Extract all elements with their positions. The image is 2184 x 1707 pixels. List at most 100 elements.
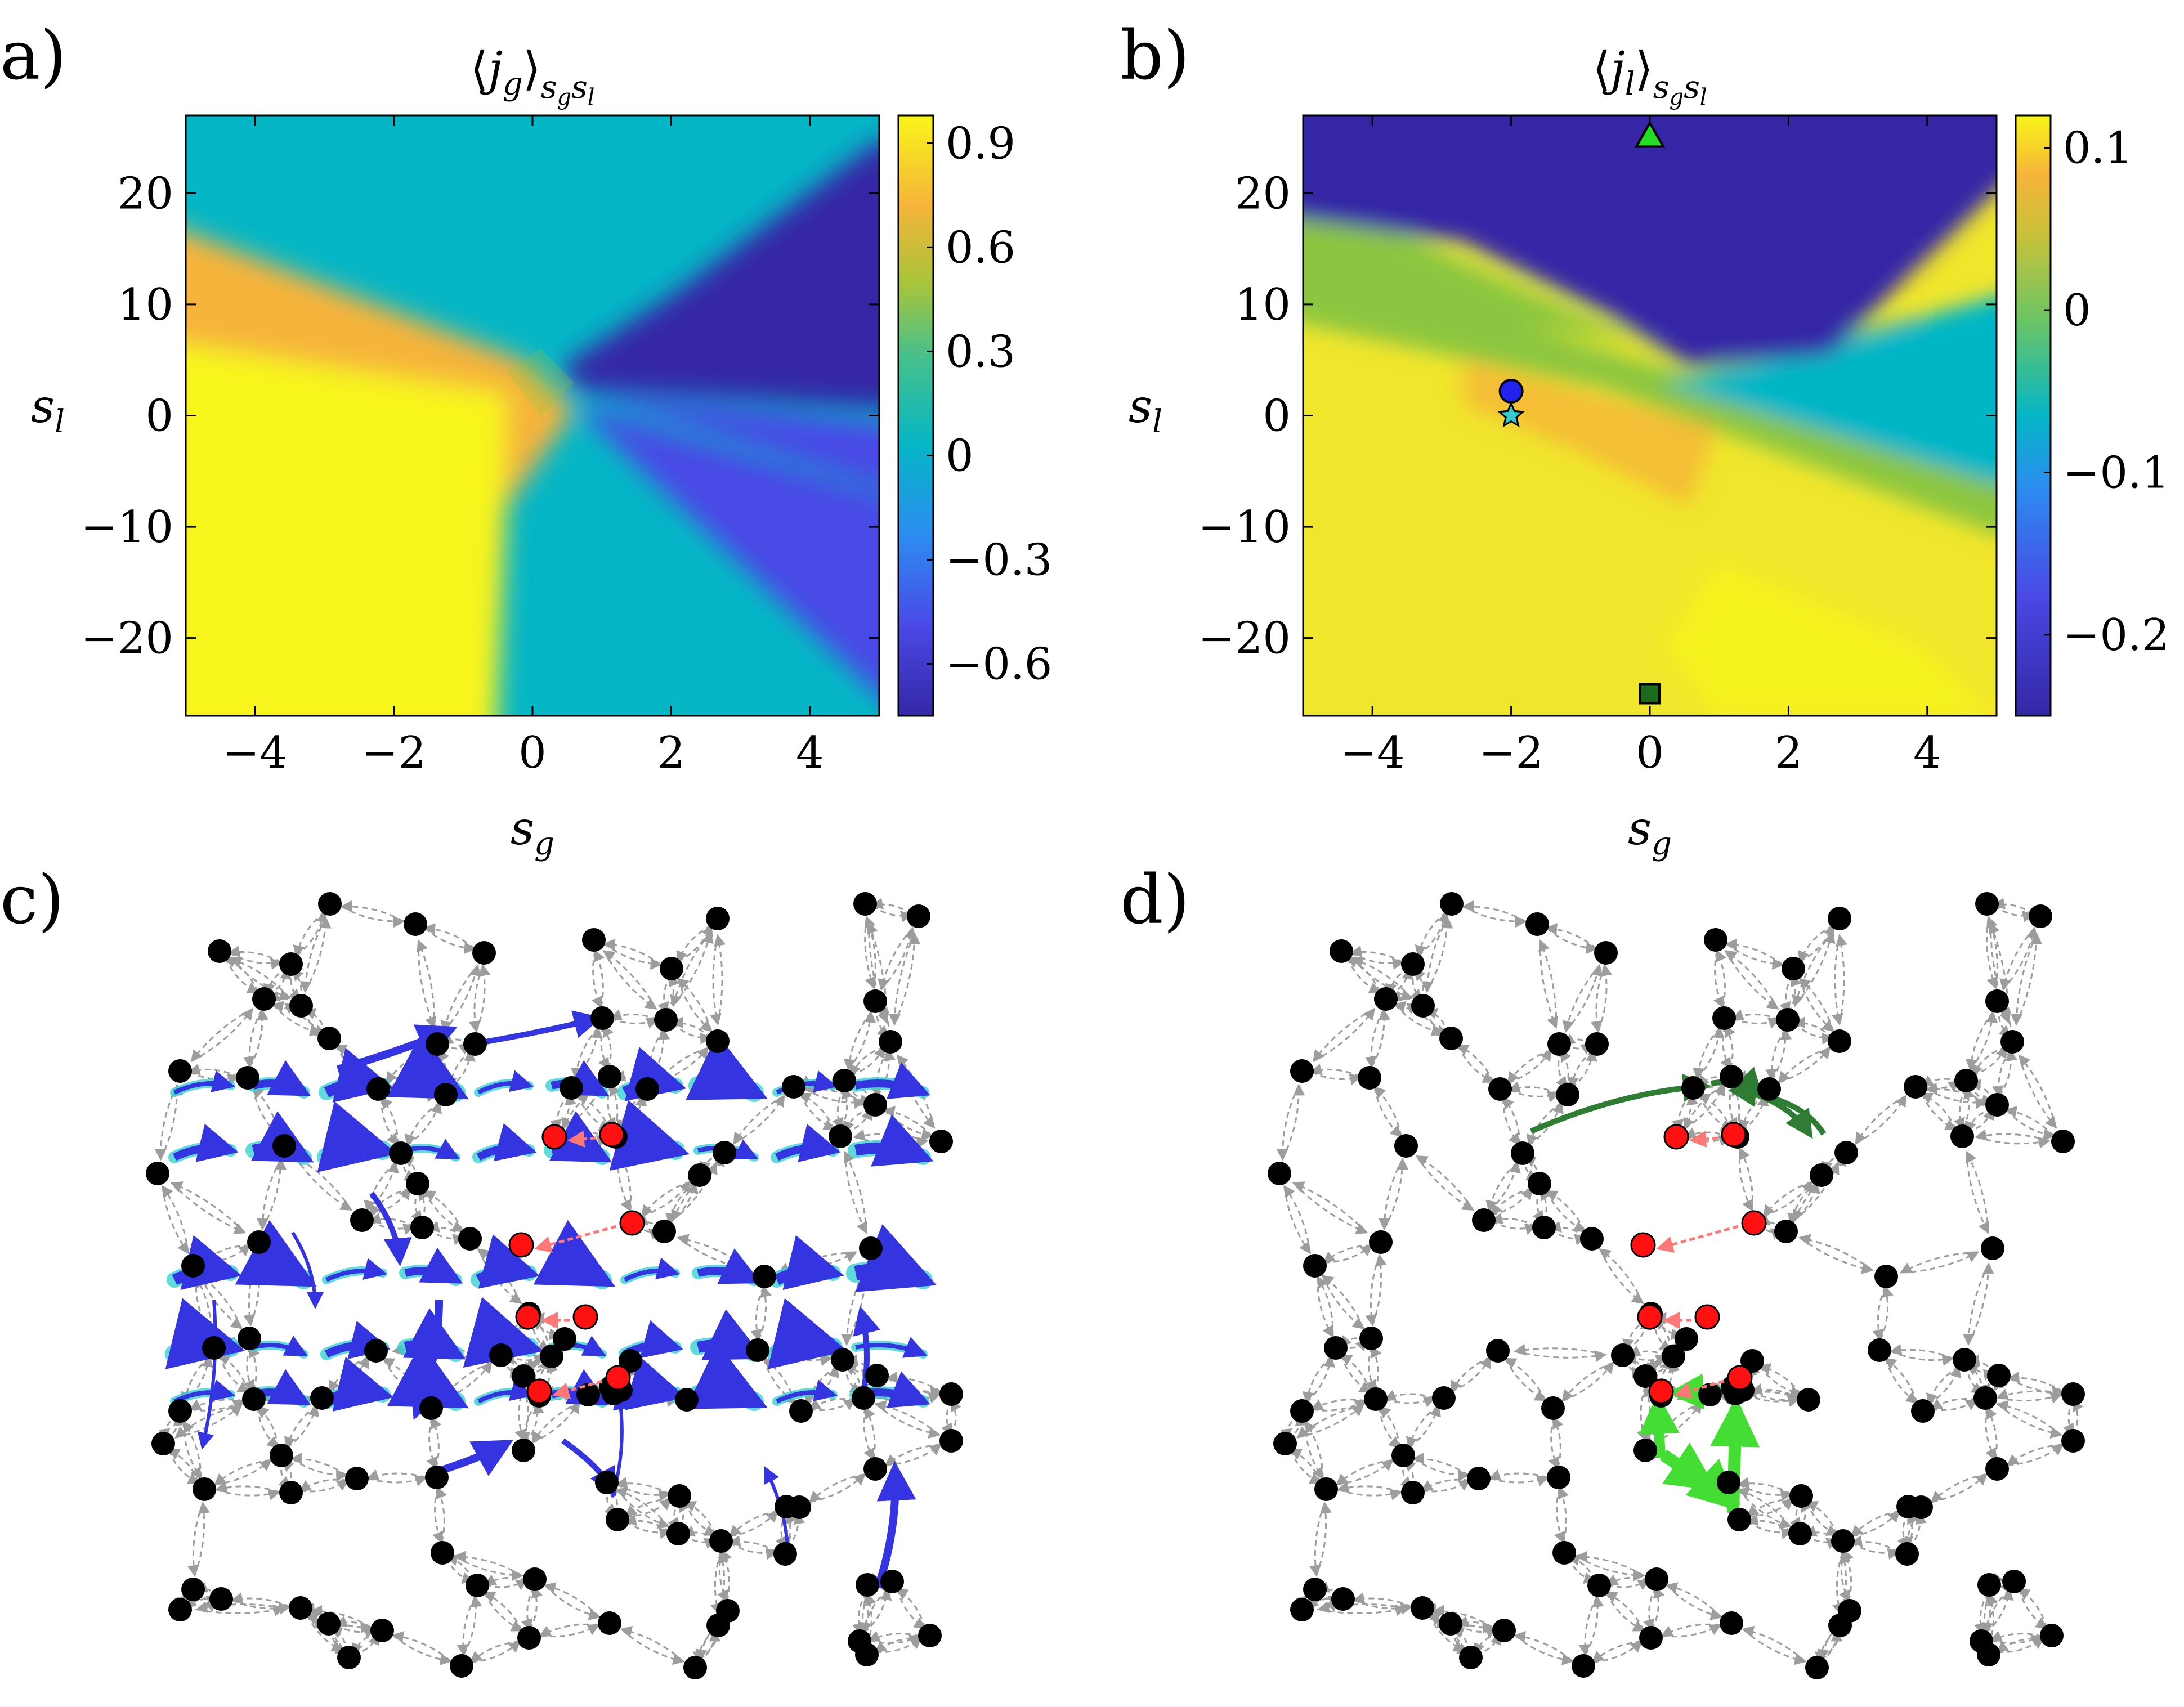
network-edge	[1562, 965, 1600, 1033]
network-node	[939, 1429, 963, 1453]
network-node	[1290, 1399, 1314, 1423]
network-edge	[872, 904, 913, 922]
current-arrow-blue	[173, 1379, 235, 1404]
network-edge	[1585, 1595, 1604, 1655]
network-edge	[457, 1596, 476, 1656]
network-edge	[1313, 1008, 1375, 1063]
network-edge	[1693, 1027, 1721, 1080]
x-tick-label: 0	[518, 728, 547, 778]
network-node	[1268, 1162, 1291, 1185]
network-node	[1828, 1029, 1851, 1053]
current-arrow-blue	[476, 1234, 540, 1289]
network-edge	[1545, 1190, 1586, 1231]
network-edge	[484, 1592, 523, 1632]
network-edge	[1575, 1551, 1644, 1576]
network-edge	[249, 1008, 269, 1068]
current-arrow-blue	[624, 1257, 680, 1282]
network-edge	[1561, 1361, 1614, 1403]
network-edge	[1683, 1084, 1725, 1130]
network-edge	[1365, 1346, 1376, 1392]
network-edge	[571, 1027, 599, 1080]
red-node	[508, 1232, 534, 1258]
network-edge	[1317, 1275, 1334, 1337]
colorbar-tick-label: 0.9	[946, 118, 1015, 169]
colorbar-tick-label: 0.6	[946, 222, 1015, 273]
network-edge	[896, 1588, 926, 1628]
network-edge	[1527, 1102, 1562, 1147]
network-edge	[471, 1641, 521, 1663]
network-edge	[154, 1085, 178, 1161]
network-edge	[884, 1444, 941, 1466]
network-edge	[1771, 1028, 1792, 1080]
current-overlay	[1529, 1067, 1827, 1513]
network-edge	[1351, 952, 1405, 970]
network-node	[272, 1134, 296, 1158]
network-node	[540, 1345, 563, 1368]
network-node	[595, 1471, 619, 1494]
network-edge	[1306, 1355, 1336, 1403]
colorbar-tick-label: −0.6	[946, 639, 1052, 689]
network-edge	[1488, 1469, 1548, 1481]
network-edge	[626, 1498, 672, 1517]
network-edge	[1799, 924, 1835, 962]
network-edge	[191, 1008, 253, 1063]
network-edge	[1899, 1251, 1978, 1274]
network-edge	[189, 1399, 244, 1410]
network-edge	[1747, 1498, 1793, 1518]
network-node	[181, 1254, 205, 1278]
network-edge	[227, 946, 281, 964]
network-edge	[1930, 1473, 1987, 1503]
square-marker	[1639, 683, 1661, 705]
red-node	[605, 1365, 631, 1391]
network-node	[1805, 1656, 1829, 1679]
network-edge	[844, 1150, 867, 1233]
network-node	[1556, 1083, 1579, 1106]
network-edge	[1925, 1082, 1986, 1103]
network-edge	[455, 1556, 524, 1581]
network-node	[675, 1388, 699, 1412]
network-node	[863, 1457, 887, 1481]
network-edge	[167, 1449, 200, 1484]
network-node	[1985, 1457, 2009, 1481]
network-node	[1740, 1349, 1764, 1373]
red-node	[599, 1122, 625, 1148]
network-edge	[1451, 1356, 1492, 1392]
network-edge	[453, 1551, 522, 1576]
network-node	[1977, 1573, 2001, 1597]
network-edge	[1879, 1285, 1894, 1341]
network-edge	[611, 1017, 659, 1029]
network-node	[512, 1439, 535, 1462]
network-edge	[310, 1605, 372, 1628]
network-node	[1411, 1596, 1434, 1620]
network-node	[939, 1382, 963, 1406]
network-node	[1580, 1227, 1604, 1251]
network-edge	[392, 1634, 453, 1666]
network-node	[1273, 1432, 1297, 1455]
network-node	[1401, 1481, 1425, 1504]
network-edge	[878, 928, 914, 991]
network-edge	[1310, 1399, 1366, 1410]
network-node	[289, 994, 313, 1018]
network-node	[463, 1032, 487, 1056]
network-node	[787, 1495, 811, 1519]
network-node	[1868, 1338, 1891, 1362]
network-edge	[1994, 904, 2035, 922]
network-node	[404, 912, 427, 936]
network-edge	[529, 1585, 543, 1630]
network-edge	[187, 1064, 239, 1078]
current-arrow-blue	[686, 1343, 768, 1409]
network-edge	[249, 1345, 260, 1391]
network-edge	[844, 1152, 867, 1234]
network-edge	[1317, 1601, 1406, 1613]
network-edge	[424, 1191, 464, 1232]
colorbar-tick-label: −0.1	[2063, 447, 2169, 498]
red-edge	[1689, 1130, 1718, 1148]
network-edge	[1995, 1388, 2061, 1400]
network-edge	[1336, 1459, 1394, 1486]
red-edge	[567, 1130, 597, 1148]
network-edge	[1293, 1182, 1368, 1234]
network-edge	[874, 1400, 940, 1436]
network-edge	[1462, 900, 1526, 922]
network-node	[1712, 1006, 1736, 1030]
network-edge	[1991, 1635, 2044, 1646]
